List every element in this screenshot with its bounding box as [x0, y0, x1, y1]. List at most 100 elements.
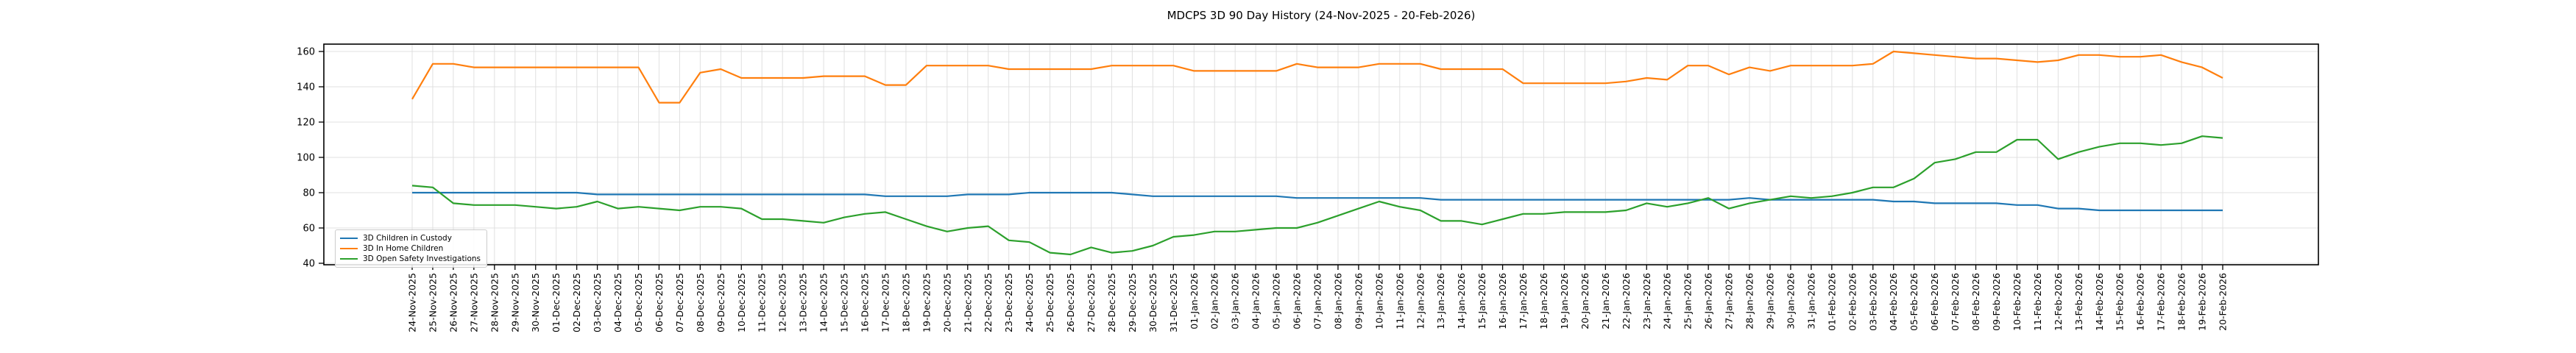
x-tick-label: 07-Feb-2026 — [1950, 273, 1961, 331]
x-tick-label: 04-Jan-2026 — [1250, 273, 1262, 329]
x-tick-label: 29-Jan-2026 — [1765, 273, 1776, 329]
x-tick-label: 10-Feb-2026 — [2011, 273, 2023, 331]
x-tick-label: 24-Jan-2026 — [1662, 273, 1673, 329]
legend-label: 3D Children in Custody — [363, 234, 452, 243]
x-tick-label: 27-Nov-2025 — [468, 273, 479, 332]
x-tick-label: 25-Jan-2026 — [1682, 273, 1694, 329]
x-tick-label: 04-Feb-2026 — [1888, 273, 1899, 331]
x-tick-label: 11-Jan-2026 — [1394, 273, 1405, 329]
x-tick-label: 22-Dec-2025 — [983, 273, 994, 332]
x-tick-label: 19-Feb-2026 — [2197, 273, 2208, 331]
x-tick-label: 11-Dec-2025 — [757, 273, 768, 332]
x-tick-label: 24-Nov-2025 — [407, 273, 418, 332]
x-tick-label: 26-Jan-2026 — [1703, 273, 1714, 329]
x-tick-label: 30-Nov-2025 — [530, 273, 541, 332]
legend-item: 3D In Home Children — [340, 243, 481, 254]
x-tick-label: 04-Dec-2025 — [612, 273, 623, 332]
x-tick-label: 16-Dec-2025 — [860, 273, 871, 332]
x-tick-label: 10-Jan-2026 — [1373, 273, 1384, 329]
x-tick-label: 12-Feb-2026 — [2053, 273, 2064, 331]
x-tick-label: 20-Dec-2025 — [941, 273, 952, 332]
x-tick-label: 30-Dec-2025 — [1147, 273, 1158, 332]
x-tick-label: 15-Dec-2025 — [839, 273, 850, 332]
legend: 3D Children in Custody 3D In Home Childre… — [335, 229, 488, 268]
x-tick-label: 13-Dec-2025 — [798, 273, 809, 332]
x-tick-label: 23-Dec-2025 — [1003, 273, 1014, 332]
x-tick-label: 18-Feb-2026 — [2176, 273, 2187, 331]
x-tick-label: 02-Feb-2026 — [1847, 273, 1858, 331]
plot-area — [323, 43, 2319, 265]
x-tick-label: 19-Dec-2025 — [921, 273, 932, 332]
x-tick-label: 19-Jan-2026 — [1559, 273, 1570, 329]
x-tick-label: 30-Jan-2026 — [1785, 273, 1796, 329]
legend-item: 3D Children in Custody — [340, 233, 481, 243]
x-tick-label: 05-Dec-2025 — [633, 273, 644, 332]
y-tick-label: 120 — [297, 118, 315, 129]
x-tick-label: 21-Jan-2026 — [1600, 273, 1611, 329]
legend-item: 3D Open Safety Investigations — [340, 254, 481, 264]
x-tick-label: 03-Jan-2026 — [1230, 273, 1241, 329]
y-tick-label: 80 — [302, 188, 315, 199]
x-tick-label: 02-Jan-2026 — [1209, 273, 1220, 329]
x-tick-label: 28-Nov-2025 — [489, 273, 500, 332]
x-tick-label: 25-Nov-2025 — [427, 273, 438, 332]
x-tick-label: 20-Feb-2026 — [2218, 273, 2229, 331]
x-tick-label: 26-Nov-2025 — [447, 273, 459, 332]
y-tick-label: 160 — [297, 47, 315, 58]
y-tick-label: 140 — [297, 82, 315, 93]
legend-line-sample — [340, 258, 358, 260]
x-tick-label: 20-Jan-2026 — [1579, 273, 1590, 329]
x-tick-label: 01-Feb-2026 — [1826, 273, 1837, 331]
x-tick-label: 09-Feb-2026 — [1991, 273, 2002, 331]
x-tick-label: 14-Feb-2026 — [2094, 273, 2105, 331]
x-tick-label: 07-Dec-2025 — [674, 273, 685, 332]
x-tick-label: 09-Jan-2026 — [1353, 273, 1364, 329]
x-tick-label: 29-Dec-2025 — [1127, 273, 1138, 332]
x-tick-label: 01-Dec-2025 — [551, 273, 562, 332]
x-tick-label: 31-Jan-2026 — [1805, 273, 1816, 329]
x-tick-label: 18-Jan-2026 — [1538, 273, 1549, 329]
x-tick-label: 24-Dec-2025 — [1024, 273, 1035, 332]
x-tick-label: 14-Jan-2026 — [1456, 273, 1467, 329]
x-tick-label: 13-Jan-2026 — [1435, 273, 1446, 329]
x-tick-label: 21-Dec-2025 — [962, 273, 973, 332]
legend-label: 3D Open Safety Investigations — [363, 254, 481, 263]
x-tick-label: 06-Dec-2025 — [654, 273, 665, 332]
x-tick-label: 02-Dec-2025 — [571, 273, 582, 332]
x-tick-label: 08-Jan-2026 — [1332, 273, 1343, 329]
x-tick-label: 08-Dec-2025 — [695, 273, 706, 332]
legend-line-sample — [340, 248, 358, 249]
chart-title: MDCPS 3D 90 Day History (24-Nov-2025 - 2… — [1167, 9, 1476, 22]
gridlines — [324, 44, 2318, 265]
x-tick-label: 18-Dec-2025 — [900, 273, 911, 332]
x-tick-label: 17-Dec-2025 — [880, 273, 891, 332]
x-tick-label: 07-Jan-2026 — [1312, 273, 1323, 329]
x-tick-label: 14-Dec-2025 — [818, 273, 829, 332]
x-tick-label: 11-Feb-2026 — [2032, 273, 2043, 331]
x-tick-label: 05-Feb-2026 — [1908, 273, 1919, 331]
x-axis: 24-Nov-2025 25-Nov-2025 26-Nov-2025 27-Nov-… — [407, 265, 2229, 332]
legend-line-sample — [340, 238, 358, 239]
series-line-3d-children-in-custody — [412, 191, 2223, 212]
x-tick-label: 16-Jan-2026 — [1497, 273, 1508, 329]
x-tick-label: 31-Dec-2025 — [1168, 273, 1179, 332]
x-tick-label: 16-Feb-2026 — [2135, 273, 2146, 331]
x-tick-label: 17-Jan-2026 — [1518, 273, 1529, 329]
x-tick-label: 26-Dec-2025 — [1065, 273, 1076, 332]
x-tick-label: 17-Feb-2026 — [2156, 273, 2167, 331]
x-tick-label: 27-Jan-2026 — [1724, 273, 1735, 329]
x-tick-label: 10-Dec-2025 — [736, 273, 747, 332]
x-tick-label: 15-Feb-2026 — [2115, 273, 2126, 331]
x-tick-label: 09-Dec-2025 — [715, 273, 726, 332]
series-line-3d-in-home-children — [411, 50, 2223, 104]
x-tick-label: 03-Feb-2026 — [1867, 273, 1878, 331]
x-tick-label: 01-Jan-2026 — [1189, 273, 1200, 329]
x-tick-label: 22-Jan-2026 — [1621, 273, 1632, 329]
x-tick-label: 25-Dec-2025 — [1044, 273, 1055, 332]
x-tick-label: 27-Dec-2025 — [1086, 273, 1097, 332]
x-tick-label: 23-Jan-2026 — [1641, 273, 1652, 329]
x-tick-label: 06-Feb-2026 — [1929, 273, 1940, 331]
x-tick-label: 13-Feb-2026 — [2073, 273, 2084, 331]
